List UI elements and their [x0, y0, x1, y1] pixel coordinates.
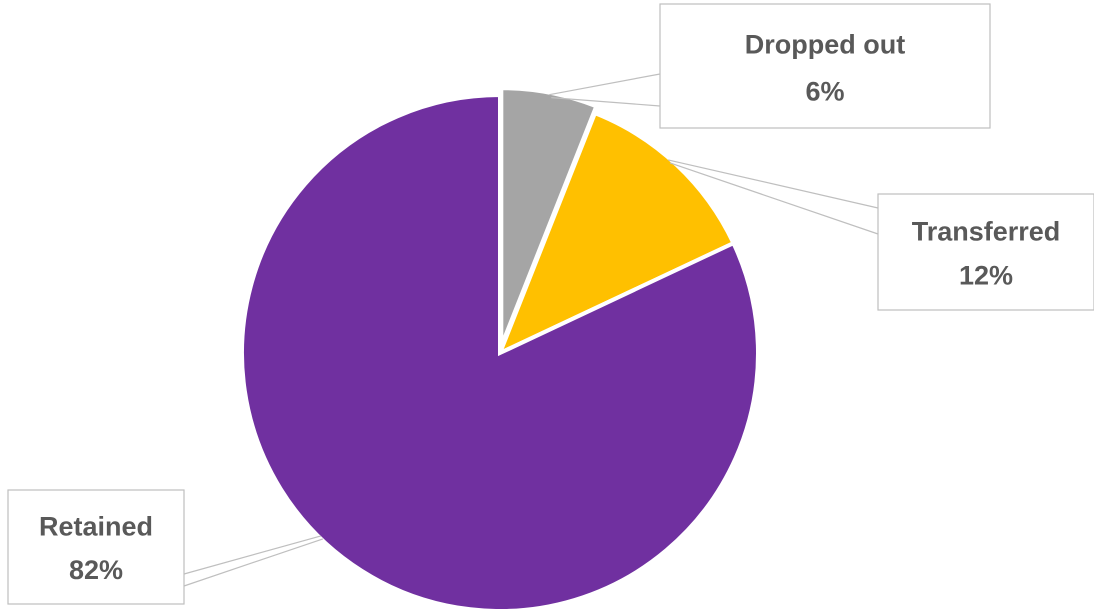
data-labels: Dropped out 6% Transferred 12% Retained 82%	[7, 3, 1094, 605]
slice-label-retained: Retained	[39, 512, 153, 542]
label-box-transferred	[877, 193, 1094, 311]
slice-label-dropped-out: Dropped out	[745, 30, 905, 60]
leader-line-dropped-out	[549, 73, 661, 96]
label-box-retained	[7, 489, 185, 605]
leader-line-transferred	[667, 159, 879, 209]
label-leader-lines	[183, 73, 879, 587]
leader-line-transferred-secondary	[669, 162, 879, 235]
slice-value-retained: 82%	[69, 555, 123, 585]
slice-value-dropped-out: 6%	[805, 77, 844, 107]
leader-line-dropped-out-secondary	[551, 97, 661, 107]
slice-value-transferred: 12%	[959, 260, 1013, 290]
slice-label-transferred: Transferred	[912, 216, 1061, 246]
leader-line-retained-secondary	[183, 538, 324, 587]
pie-slices	[240, 86, 760, 609]
pie-slice-retained	[240, 92, 760, 609]
leader-line-retained	[183, 535, 322, 575]
pie-slice-dropped-out	[499, 86, 599, 347]
label-box-dropped-out	[659, 3, 991, 129]
